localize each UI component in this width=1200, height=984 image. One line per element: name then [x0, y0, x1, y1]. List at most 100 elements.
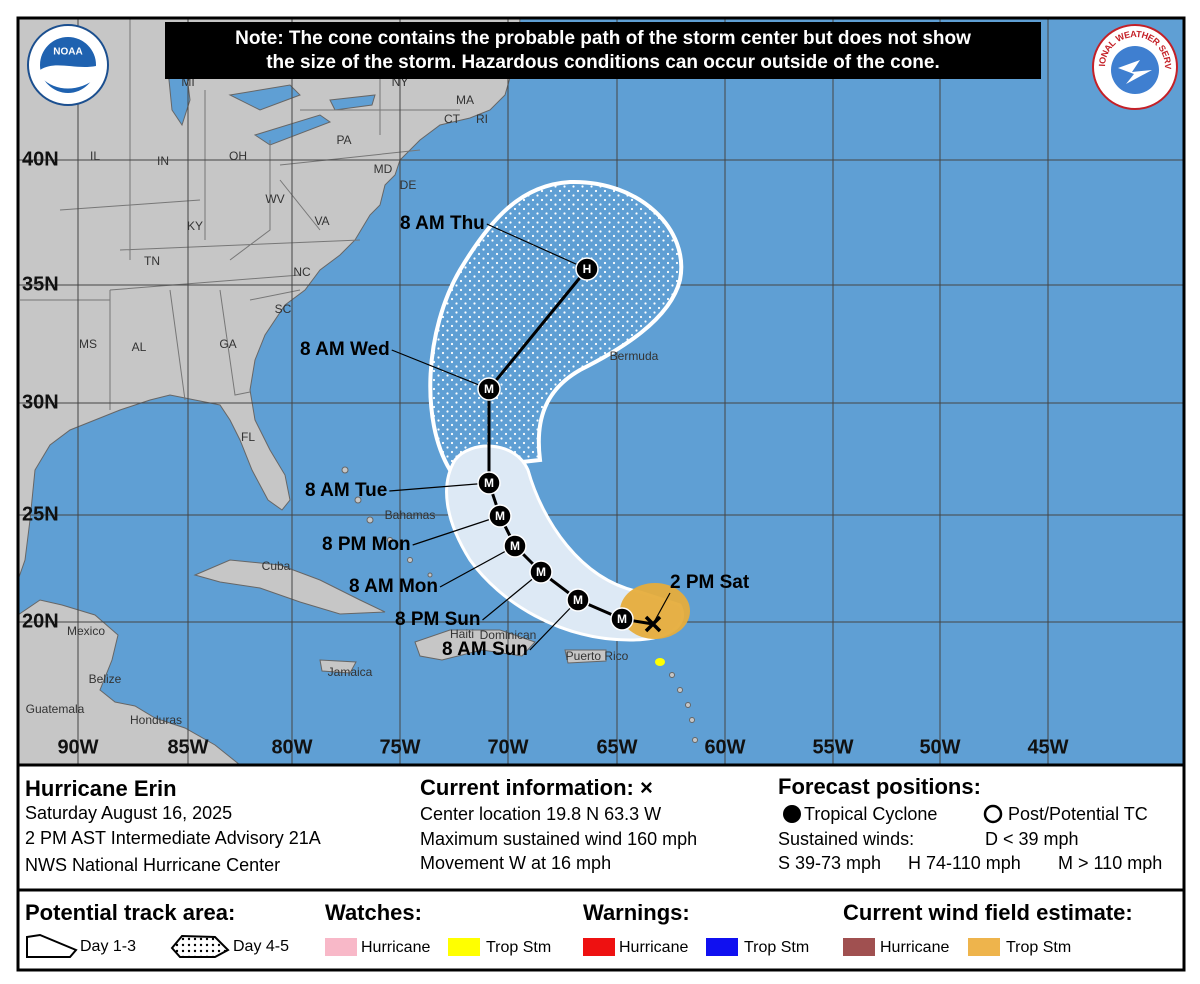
center-name: NWS National Hurricane Center [25, 855, 280, 875]
place-label: Bahamas [385, 508, 436, 522]
trop-stm-watch-area [655, 658, 665, 666]
legend-label: Hurricane [361, 939, 430, 956]
swatch [968, 938, 1000, 956]
time-label: 2 PM Sat [670, 572, 750, 593]
wind-class: S 39-73 mph [778, 853, 881, 873]
place-label: IL [90, 149, 100, 163]
cuba [193, 559, 386, 615]
longitude-label: 80W [271, 736, 312, 758]
intensity-symbol: M [510, 539, 520, 553]
state-lines [20, 18, 460, 410]
graticule: 40N 35N 30N 25N 20N 90W 85W 80W 75W 70W 65W 60W 55W 5… [18, 18, 1184, 765]
map: 40N 35N 30N 25N 20N 90W 85W 80W 75W 70W 65W 60W 55W 5… [18, 18, 1184, 765]
forecast-point [566, 588, 590, 612]
place-label: CT [444, 112, 461, 126]
leader-line [439, 545, 516, 588]
time-label: 8 PM Sun [395, 609, 481, 630]
intensity-symbol: M [495, 509, 505, 523]
forecast-point [610, 607, 634, 631]
swatch [583, 938, 615, 956]
longitude-label: 85W [167, 736, 208, 758]
leader-line [482, 571, 542, 621]
current-info-line: Movement W at 16 mph [420, 853, 611, 873]
place-label: RI [476, 112, 488, 126]
place-label: GA [219, 337, 236, 351]
legend-title: Current wind field estimate: [843, 900, 1133, 925]
place-label: Guatemala [26, 702, 85, 716]
intensity-symbol: M [617, 612, 627, 626]
leader-line [391, 349, 490, 390]
place-label: Mexico [67, 624, 105, 638]
leader-line [389, 482, 490, 492]
place-label: TN [144, 254, 160, 268]
swatch [706, 938, 738, 956]
place-label: OH [229, 149, 247, 163]
latitude-label: 30N [22, 391, 59, 413]
longitude-label: 75W [379, 736, 420, 758]
forecast-point [477, 377, 501, 401]
place-label: DE [400, 178, 417, 192]
place-label: WV [265, 192, 284, 206]
intensity-symbol: M [536, 565, 546, 579]
storm-date: Saturday August 16, 2025 [25, 803, 232, 823]
current-info-title: Current information: × [420, 775, 653, 800]
noaa-logo: NOAA [27, 24, 109, 106]
legend-label: Trop Stm [1006, 939, 1071, 956]
forecast-point [503, 534, 527, 558]
note-line: the size of the storm. Hazardous conditi… [266, 52, 940, 73]
note-line: Note: The cone contains the probable pat… [235, 28, 971, 49]
time-label: 8 AM Sun [442, 639, 528, 660]
jamaica [319, 659, 357, 674]
legend-label: Trop Stm [744, 939, 809, 956]
us-land [18, 18, 521, 581]
forecast-point [477, 471, 501, 495]
longitude-label: 55W [812, 736, 853, 758]
latitude-label: 25N [22, 503, 59, 525]
swatch [448, 938, 480, 956]
place-label: Dominican [480, 628, 537, 642]
current-info-line: Maximum sustained wind 160 mph [420, 829, 697, 849]
wind-class: M > 110 mph [1058, 853, 1162, 873]
storm-name: Hurricane Erin [25, 776, 177, 801]
longitude-label: 90W [57, 736, 98, 758]
place-label: Belize [89, 672, 122, 686]
place-label: FL [241, 430, 255, 444]
forecast-point [488, 504, 512, 528]
place-label: MS [79, 337, 97, 351]
place-label: VA [314, 214, 329, 228]
forecast-point [575, 257, 599, 281]
day-4-5-icon [170, 934, 230, 958]
place-label: Cuba [262, 559, 291, 573]
place-label: Haiti [450, 627, 474, 641]
place-label: PA [336, 133, 351, 147]
time-label: 8 AM Tue [305, 480, 387, 501]
latitude-label: 40N [22, 148, 59, 170]
legend-label: Hurricane [619, 939, 688, 956]
info-panel [16, 763, 1186, 892]
track: 2 PM Sat 8 AM Sun 8 PM Sun 8 AM Mon 8 PM Mon… [300, 213, 750, 660]
place-label: MA [456, 93, 474, 107]
swatch [325, 938, 357, 956]
legend-label: Day 4-5 [233, 938, 289, 955]
place-label: NC [293, 265, 311, 279]
noaa-text: NOAA [53, 47, 82, 58]
legend-label: Hurricane [880, 939, 949, 956]
longitude-label: 50W [919, 736, 960, 758]
intensity-symbol: M [484, 382, 494, 396]
legend-label: Trop Stm [486, 939, 551, 956]
place-label: AL [132, 340, 147, 354]
place-label: Jamaica [328, 665, 373, 679]
place-label: KY [187, 219, 203, 233]
day-1-3-icon [26, 933, 78, 958]
place-label: Puerto Rico [566, 649, 629, 663]
forecast-title: Forecast positions: [778, 774, 981, 799]
wind-class: D < 39 mph [985, 829, 1079, 849]
longitude-label: 60W [704, 736, 745, 758]
ptc-symbol [983, 804, 1003, 824]
swatch [843, 938, 875, 956]
intensity-symbol: M [484, 476, 494, 490]
current-position [644, 615, 662, 633]
forecast-point [529, 560, 553, 584]
leader-line [486, 223, 588, 270]
intensity-symbol: H [583, 262, 592, 276]
